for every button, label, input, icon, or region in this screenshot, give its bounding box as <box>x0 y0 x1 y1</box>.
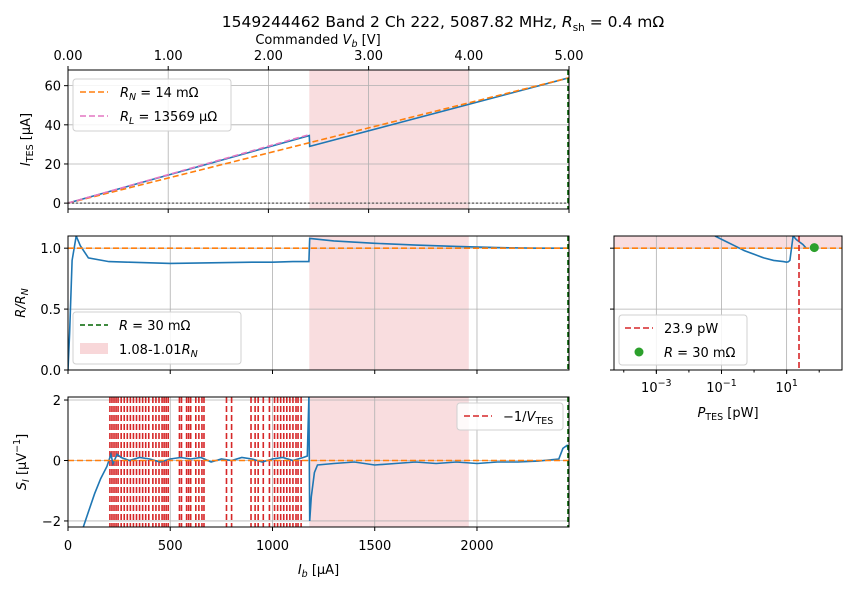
axes-frame <box>67 69 570 210</box>
y-tick-label: 20 <box>44 158 61 173</box>
legend-rl-label: RL = 13569 μΩ <box>120 110 217 127</box>
panel-r-over-rn: 0.0 0.5 1.0 R/RN R = 30 mΩ 1.08-1.01RN <box>14 235 570 379</box>
x-tick-label: 1000 <box>256 539 289 554</box>
legend-box <box>72 311 242 365</box>
x-tick-label: 10−1 <box>706 378 737 396</box>
panel-ites: 0.00 1.00 2.00 3.00 4.00 5.00 0 20 40 60 Commanded… <box>19 33 583 213</box>
rl-fit-line <box>68 133 310 204</box>
axes-frame <box>613 235 843 371</box>
legend-point-swatch <box>634 347 644 357</box>
y-axis-label: SI [μV−1] <box>12 434 32 491</box>
ites-data-line <box>68 77 569 204</box>
x-tick-label: 2000 <box>460 539 493 554</box>
legend-box <box>72 78 232 132</box>
legend-box <box>456 402 564 431</box>
top-x-tick-label: 0.00 <box>54 49 83 64</box>
top-x-tick-label: 5.00 <box>555 49 584 64</box>
chart-title: 1549244462 Band 2 Ch 222, 5087.82 MHz, R… <box>222 13 665 34</box>
r-30mohm-point <box>809 243 819 253</box>
y-tick-label: 60 <box>44 80 61 95</box>
legend-rn-label: RN = 14 mΩ <box>120 86 199 103</box>
top-x-tick-label: 4.00 <box>454 49 483 64</box>
panel-r-vs-ptes: 10−3 10−1 101 23.9 pW R = 30 mΩ PTES [pW] <box>610 235 843 423</box>
normal-band <box>309 236 469 370</box>
x-tick-label: 500 <box>158 539 183 554</box>
y-tick-label: −2 <box>42 515 61 530</box>
si-data-line <box>82 397 569 527</box>
legend-ptes-label: 23.9 pW <box>664 322 718 337</box>
legend-box <box>618 314 748 366</box>
top-x-axis-label: Commanded Vb [V] <box>255 33 380 50</box>
top-x-tick-label: 3.00 <box>354 49 383 64</box>
rn-fit-line <box>68 77 569 204</box>
y-tick-label: 40 <box>44 119 61 134</box>
x-tick-label: 1500 <box>358 539 391 554</box>
x-tick-label: 10−3 <box>641 378 672 396</box>
y-tick-label: 1.0 <box>40 242 61 257</box>
legend-threshold-label: R = 30 mΩ <box>119 319 191 334</box>
y-axis-label: ITES [μA] <box>19 113 36 166</box>
y-axis-label: R/RN <box>14 288 31 318</box>
top-x-tick-label: 1.00 <box>154 49 183 64</box>
x-axis-label: PTES [pW] <box>697 406 758 423</box>
r-over-rn-data-line <box>68 236 569 370</box>
legend-band-label: 1.08-1.01RN <box>119 343 198 360</box>
legend-vtes-label: −1/VTES <box>503 410 553 427</box>
y-tick-label: 0 <box>53 454 61 469</box>
y-tick-label: 0.0 <box>40 364 61 379</box>
top-x-tick-label: 2.00 <box>254 49 283 64</box>
normal-band <box>309 397 469 527</box>
y-tick-label: 0.5 <box>40 303 61 318</box>
axes-frame <box>67 396 570 528</box>
legend-band-swatch <box>80 343 108 354</box>
y-tick-label: 0 <box>53 197 61 212</box>
x-tick-label: 101 <box>775 378 798 396</box>
x-axis-label: Ib [μA] <box>298 563 339 580</box>
legend-point-label: R = 30 mΩ <box>664 346 736 361</box>
r-vs-ptes-data-line <box>714 236 807 264</box>
x-tick-label: 0 <box>64 539 72 554</box>
axes-frame <box>67 235 570 371</box>
y-tick-label: 2 <box>53 394 61 409</box>
